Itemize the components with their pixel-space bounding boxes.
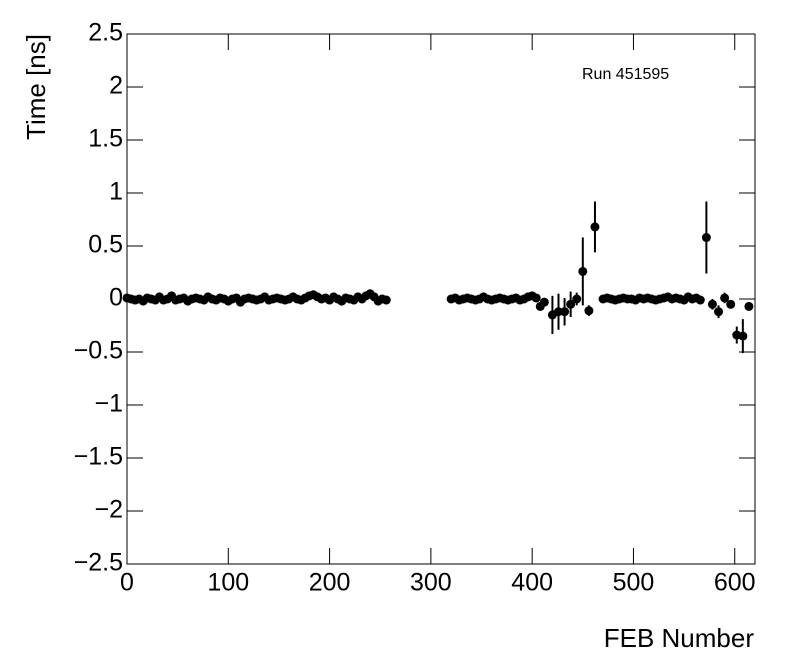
point (531, 293, 541, 303)
x-tick-label: 600 (714, 569, 756, 597)
point (578, 266, 588, 276)
y-tick-label: −1.5 (74, 443, 123, 471)
y-tick-label: 0.5 (88, 231, 123, 259)
point (714, 307, 724, 317)
point (560, 307, 570, 317)
y-tick-label: 1.5 (88, 125, 123, 153)
y-tick-label: 0 (109, 284, 123, 312)
y-tick-label: 1 (109, 178, 123, 206)
y-tick-label: −1 (94, 390, 123, 418)
y-tick-label: −2 (94, 496, 123, 524)
x-tick-label: 0 (120, 569, 134, 597)
x-axis-label: FEB Number (604, 623, 755, 653)
y-axis-label: Time [ns] (21, 34, 51, 140)
point (590, 222, 600, 232)
point (707, 299, 717, 309)
point (539, 297, 549, 307)
x-tick-label: 500 (613, 569, 655, 597)
x-tick-label: 400 (511, 569, 553, 597)
point (738, 331, 748, 341)
point (744, 301, 754, 311)
point (695, 295, 705, 305)
annotation: Run 451595 (582, 66, 669, 83)
x-tick-label: 100 (207, 569, 249, 597)
point (572, 294, 582, 304)
x-tick-label: 300 (410, 569, 452, 597)
point (720, 293, 730, 303)
y-tick-label: 2.5 (88, 19, 123, 47)
point (566, 299, 576, 309)
y-tick-label: 2 (109, 72, 123, 100)
point (584, 306, 594, 316)
y-tick-label: −2.5 (74, 549, 123, 577)
y-tick-label: −0.5 (74, 337, 123, 365)
point (701, 233, 711, 243)
point (381, 295, 391, 305)
point (726, 299, 736, 309)
x-tick-label: 200 (309, 569, 351, 597)
